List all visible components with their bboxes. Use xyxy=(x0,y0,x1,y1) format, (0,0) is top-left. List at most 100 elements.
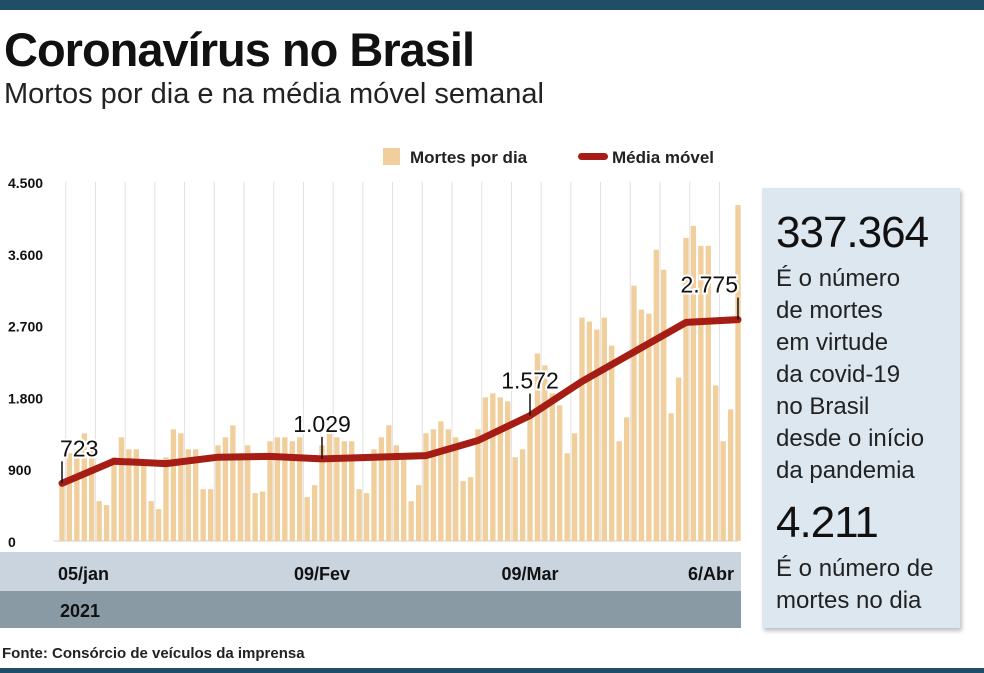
bar xyxy=(631,285,637,541)
bar xyxy=(133,449,139,541)
bottom-frame-bar xyxy=(0,668,984,673)
annotation-label: 1.572 xyxy=(501,368,559,394)
bar xyxy=(698,245,704,542)
bar xyxy=(438,421,444,541)
bar xyxy=(653,249,659,542)
bar xyxy=(713,385,719,541)
bar xyxy=(564,453,570,541)
bar xyxy=(103,505,110,541)
y-tick-label: 900 xyxy=(8,462,32,478)
bar xyxy=(623,417,630,541)
bar xyxy=(482,397,489,541)
bar xyxy=(467,477,474,541)
bar xyxy=(720,441,726,541)
bar xyxy=(549,393,555,541)
desc-line: desde o início xyxy=(776,425,925,452)
top-frame-bar xyxy=(0,0,984,10)
bar xyxy=(326,433,333,541)
legend-line-label: Média móvel xyxy=(612,148,714,167)
bar xyxy=(423,433,429,541)
bar xyxy=(297,437,303,541)
desc-line: É o número xyxy=(776,265,901,292)
bar xyxy=(155,509,162,541)
y-tick-label: 0 xyxy=(8,534,16,550)
bar xyxy=(542,365,548,541)
legend-bar-swatch xyxy=(383,148,400,165)
y-tick-label: 4.500 xyxy=(8,175,43,191)
bar xyxy=(609,345,615,541)
bar xyxy=(430,429,437,541)
legend-line-swatch xyxy=(578,153,608,160)
bar xyxy=(118,437,125,541)
annotation-label: 2.775 xyxy=(680,272,738,298)
bar xyxy=(222,437,229,541)
daily-deaths-number: 4.211 xyxy=(776,498,879,547)
year-band xyxy=(0,591,741,628)
total-deaths-description: É o número de mortes em virtude da covid… xyxy=(776,263,960,487)
bar xyxy=(89,449,95,541)
chart-title: Coronavírus no Brasil xyxy=(4,23,475,76)
y-tick-label: 3.600 xyxy=(8,247,43,263)
bar xyxy=(282,437,288,541)
bar xyxy=(519,449,526,541)
bar xyxy=(534,353,541,541)
x-tick-label: 09/Mar xyxy=(501,564,558,584)
bar xyxy=(386,425,392,541)
bar xyxy=(557,405,563,541)
bar xyxy=(111,457,117,541)
bar xyxy=(445,429,451,541)
legend-bar-label: Mortes por dia xyxy=(410,148,528,167)
bars xyxy=(59,205,741,542)
bar xyxy=(148,501,154,541)
bar xyxy=(74,449,80,541)
bar xyxy=(408,501,414,541)
y-tick-label: 2.700 xyxy=(8,319,43,335)
bar xyxy=(512,457,518,541)
bar xyxy=(683,237,689,541)
bar xyxy=(311,485,318,541)
legend: Mortes por dia Média móvel xyxy=(383,148,714,167)
bar xyxy=(675,377,682,541)
bar xyxy=(497,397,503,541)
desc-line: de mortes xyxy=(776,297,883,324)
bar xyxy=(215,445,221,541)
daily-deaths-description: É o número de mortes no dia xyxy=(776,553,960,617)
bar xyxy=(371,449,377,541)
x-axis-band xyxy=(0,552,741,591)
desc-line: da covid-19 xyxy=(776,361,901,388)
bar xyxy=(393,445,399,541)
bar xyxy=(230,425,236,541)
annotations: 723 1.029 1.572 2.775 xyxy=(58,270,740,484)
year-label: 2021 xyxy=(60,601,100,621)
bar xyxy=(363,493,370,541)
moving-average-path xyxy=(58,316,742,487)
bar xyxy=(646,313,652,541)
bar xyxy=(185,449,191,541)
x-tick-label: 05/jan xyxy=(58,564,109,584)
bar xyxy=(81,433,87,541)
bar xyxy=(207,489,214,541)
gridlines xyxy=(54,182,738,542)
bar xyxy=(341,441,347,541)
bar xyxy=(527,413,533,541)
bar xyxy=(571,433,578,541)
bar xyxy=(601,317,607,541)
bar xyxy=(319,445,325,541)
desc-line: no Brasil xyxy=(776,393,870,420)
moving-average-line xyxy=(58,316,742,487)
bar xyxy=(378,437,385,541)
bar xyxy=(401,453,407,541)
bar xyxy=(616,441,622,541)
bar xyxy=(661,269,667,541)
bar xyxy=(735,205,741,541)
total-deaths-number: 337.364 xyxy=(776,208,929,257)
bar xyxy=(727,409,734,541)
bar xyxy=(334,437,340,541)
bar xyxy=(475,429,481,541)
bar xyxy=(304,497,310,541)
bar xyxy=(126,449,132,541)
bar xyxy=(267,441,273,541)
bar xyxy=(690,225,697,541)
bar xyxy=(460,481,466,541)
bar xyxy=(237,453,243,541)
